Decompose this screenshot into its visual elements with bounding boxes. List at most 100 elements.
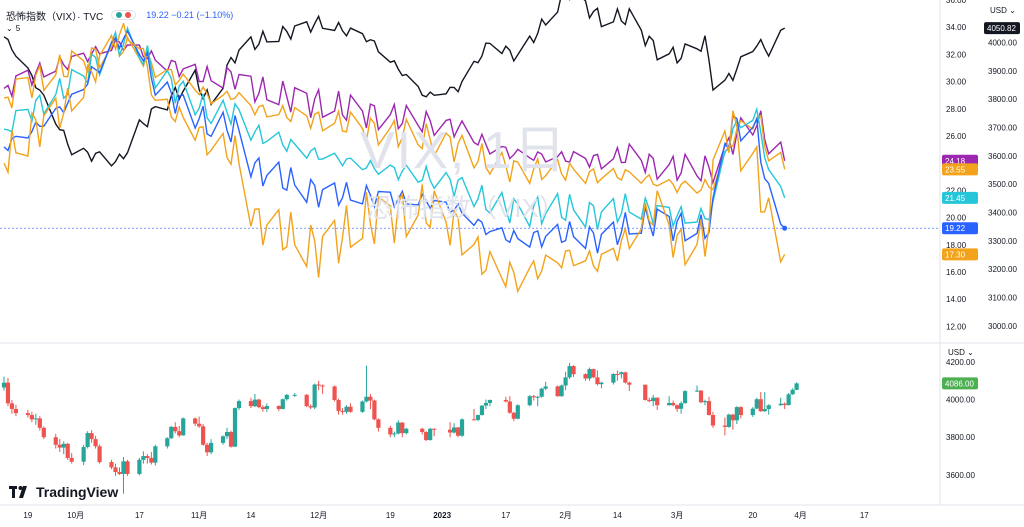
candle — [778, 397, 783, 406]
candle — [790, 388, 795, 395]
candle-body — [248, 401, 254, 407]
candle-body — [702, 401, 708, 403]
candle-body — [619, 372, 624, 375]
price-tag-label: 4086.00 — [945, 379, 974, 388]
candle-body — [141, 456, 146, 460]
candle — [567, 362, 572, 379]
series-line — [3, 0, 786, 167]
candle-body — [655, 397, 660, 406]
time-axis[interactable]: 19 10月 17 11月 14 12月 19 2023 17 2月 14 3月 20 4月 17 — [23, 511, 869, 520]
candle — [360, 400, 365, 413]
candle-body — [790, 389, 795, 395]
candle — [276, 405, 281, 412]
candle — [248, 397, 254, 409]
candle — [5, 377, 11, 407]
candle-body — [364, 396, 369, 402]
candle-body — [782, 403, 787, 406]
symbol-legend[interactable]: 恐怖指数（VIX）· TVC 19.22 −0.21 (−1.10%) — [6, 7, 234, 23]
upper-pane-lines — [3, 0, 788, 294]
interval-toggle[interactable]: ⌄ 5 — [6, 24, 20, 33]
candle-body — [694, 390, 700, 392]
price-axes[interactable]: USD ⌄ USD ⌄ 12.00 14.00 16.00 18.00 20.00 22.00… — [946, 0, 1017, 480]
candle — [738, 406, 743, 419]
legend-status-dots[interactable] — [111, 10, 137, 20]
candle — [400, 422, 405, 438]
market-status-icon — [116, 12, 123, 18]
candle — [511, 411, 516, 422]
candle — [679, 401, 684, 414]
candle-body — [778, 403, 783, 406]
candle — [364, 365, 369, 403]
candle-body — [587, 369, 592, 379]
price-tag: 4050.82 — [984, 22, 1020, 35]
candle — [750, 407, 755, 417]
candle-body — [336, 399, 341, 411]
candle-body — [121, 461, 126, 474]
symbol-title[interactable]: 恐怖指数（VIX）· TVC — [6, 11, 104, 23]
candle-body — [69, 457, 74, 462]
time-tick: 12月 — [310, 511, 327, 520]
candle-body — [388, 427, 393, 435]
candle-body — [1, 382, 7, 388]
candle-body — [97, 446, 102, 463]
candle — [531, 394, 536, 401]
tradingview-logo[interactable]: TradingView — [9, 484, 118, 500]
candle-body — [794, 383, 799, 390]
candle — [667, 396, 672, 406]
candle-body — [368, 396, 373, 401]
candle — [726, 413, 731, 428]
candle — [455, 426, 461, 438]
time-tick: 19 — [386, 511, 395, 520]
price-tag: 23.55 — [942, 163, 978, 176]
series-line — [3, 29, 786, 254]
price-tag-bg — [942, 191, 978, 204]
candle-body — [563, 377, 568, 386]
time-tick: 2023 — [433, 511, 451, 520]
price-tag-label: 19.22 — [945, 224, 966, 233]
candle — [734, 406, 739, 425]
candle-body — [615, 373, 620, 375]
candle — [675, 404, 680, 412]
candle — [169, 425, 174, 440]
candle — [205, 442, 210, 457]
candle — [117, 467, 122, 475]
candle — [121, 457, 126, 494]
candle — [312, 383, 317, 409]
candle — [197, 416, 202, 428]
candle — [762, 392, 767, 412]
candle — [284, 393, 289, 401]
candle-body — [627, 382, 632, 385]
candle — [260, 405, 265, 412]
candle — [193, 417, 198, 426]
candle-body — [503, 399, 508, 402]
candle-body — [392, 433, 397, 435]
candle — [97, 444, 102, 464]
candle — [647, 397, 652, 403]
candle — [722, 417, 728, 436]
candle — [786, 393, 791, 406]
time-tick: 19 — [23, 511, 32, 520]
candle — [623, 371, 628, 384]
candle — [539, 387, 544, 398]
candle — [388, 425, 393, 438]
series-line — [3, 21, 786, 294]
candle — [591, 368, 596, 378]
chevron-down-icon: ⌄ — [6, 24, 13, 33]
candle — [149, 451, 154, 465]
candle-body — [145, 456, 150, 458]
candle — [252, 393, 258, 408]
upper-right-tick: 4000.00 — [988, 39, 1017, 48]
candle-body — [41, 427, 46, 438]
candle-body — [730, 414, 735, 421]
lower-axis-unit[interactable]: USD ⌄ — [948, 348, 974, 357]
candle — [113, 463, 118, 476]
upper-axis-unit[interactable]: USD ⌄ — [990, 6, 1016, 15]
candle-body — [420, 428, 425, 432]
candle-body — [531, 396, 536, 398]
candle — [33, 413, 38, 425]
candle — [201, 424, 206, 446]
candle — [583, 373, 588, 381]
price-tag: 17.30 — [942, 248, 978, 261]
candle-body — [205, 444, 210, 453]
